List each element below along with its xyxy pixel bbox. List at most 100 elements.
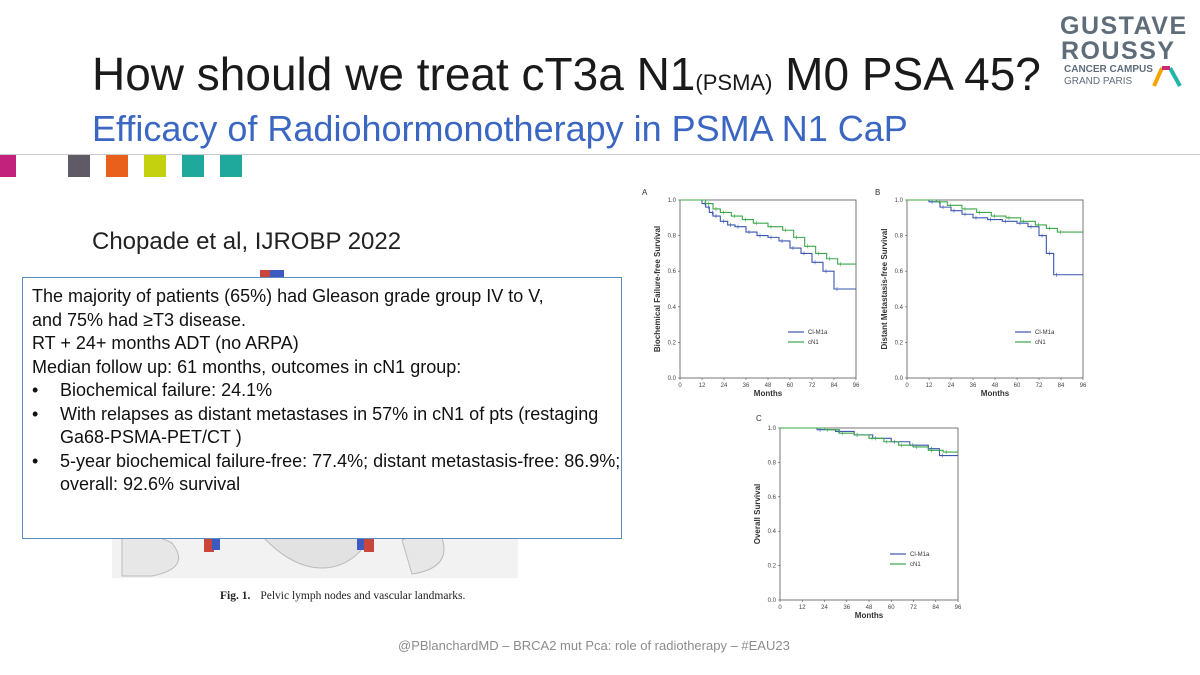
bullet-marker: • xyxy=(32,403,39,424)
km-curve-cn1 xyxy=(680,199,856,265)
logo-line-2: ROUSSY xyxy=(1061,37,1176,65)
title-divider xyxy=(0,154,1200,155)
pelvic-lymph-node-figure xyxy=(112,270,518,578)
x-tick-label: 48 xyxy=(866,605,873,611)
km-panel-a: A 0 12 24 36 48 60 72 84 96 0.0 0.2 0.4 0.6 0.8 1.0 Mont… xyxy=(642,188,860,398)
x-tick-label: 12 xyxy=(799,605,806,611)
x-tick-label: 48 xyxy=(765,383,772,389)
x-tick-label: 72 xyxy=(910,605,917,611)
bullet-marker: • xyxy=(32,450,39,471)
bullet-text: With relapses as distant metastases in 5… xyxy=(60,403,599,448)
x-tick-label: 84 xyxy=(831,383,838,389)
figure-caption-text: Pelvic lymph nodes and vascular landmark… xyxy=(260,590,466,602)
title-end: M0 PSA 45? xyxy=(772,48,1041,100)
x-axis-label: Months xyxy=(855,611,884,620)
accent-square-1 xyxy=(0,155,16,177)
km-curve-cl-m1a xyxy=(907,199,1083,276)
slide-title: How should we treat cT3a N1(PSMA) M0 PSA… xyxy=(92,46,1041,111)
x-tick-label: 84 xyxy=(932,605,939,611)
x-axis-label: Months xyxy=(981,389,1010,398)
y-tick-label: 0.2 xyxy=(668,340,677,346)
x-tick-label: 0 xyxy=(778,605,782,611)
x-tick-label: 0 xyxy=(678,383,682,389)
y-tick-label: 0.2 xyxy=(895,340,904,346)
y-axis-label: Overall Survival xyxy=(754,484,762,544)
bullet-text: Biochemical failure: 24.1% xyxy=(60,380,273,400)
text-line: The majority of patients (65%) had Gleas… xyxy=(32,286,544,306)
x-tick-label: 72 xyxy=(809,383,816,389)
x-tick-label: 0 xyxy=(905,383,909,389)
km-curve-cn1 xyxy=(907,199,1083,233)
bullet-item: • 5-year biochemical failure-free: 77.4%;… xyxy=(32,450,621,497)
bullet-item: • With relapses as distant metastases in … xyxy=(32,403,621,450)
km-curve-cl-m1a xyxy=(680,199,856,290)
y-axis-label: Distant Metastasis-free Survival xyxy=(880,229,889,350)
y-tick-label: 0.8 xyxy=(668,234,677,240)
slide-footer: @PBlanchardMD – BRCA2 mut Pca: role of r… xyxy=(398,638,790,653)
bullet-marker: • xyxy=(32,380,39,400)
panel-label: A xyxy=(642,188,648,197)
x-tick-label: 72 xyxy=(1036,383,1043,389)
y-tick-label: 1.0 xyxy=(668,198,677,204)
legend-label: cN1 xyxy=(910,562,921,568)
y-tick-label: 0.4 xyxy=(668,305,677,311)
logo-line-4: GRAND PARIS xyxy=(1064,76,1133,87)
x-tick-label: 60 xyxy=(787,383,794,389)
x-tick-label: 96 xyxy=(955,605,962,611)
y-tick-label: 0.4 xyxy=(895,305,904,311)
x-tick-label: 36 xyxy=(970,383,977,389)
legend-label: cN1 xyxy=(1035,340,1046,346)
km-panel-c: C 0 12 24 36 48 60 72 84 96 0.0 0.2 0.4 0.6 0.8 1.0 Mont… xyxy=(754,414,962,620)
legend-label: Cl-M1a xyxy=(808,330,828,336)
y-tick-label: 0.4 xyxy=(768,529,777,535)
y-tick-label: 0.6 xyxy=(668,269,677,275)
text-line: and 75% had ≥T3 disease. xyxy=(32,309,247,330)
y-tick-label: 0.2 xyxy=(768,564,777,570)
km-panel-b: B 0 12 24 36 48 60 72 84 96 0.0 0.2 0.4 0.6 0.8 1.0 Mont… xyxy=(875,188,1087,398)
x-tick-label: 96 xyxy=(853,383,860,389)
legend-label: Cl-M1a xyxy=(910,552,930,558)
panel-label: B xyxy=(875,188,880,197)
accent-square-5 xyxy=(182,155,204,177)
legend-label: cN1 xyxy=(808,340,819,346)
y-tick-label: 0.6 xyxy=(895,269,904,275)
logo-line-1: GUSTAVE xyxy=(1060,12,1188,40)
accent-square-3 xyxy=(106,155,128,177)
x-tick-label: 60 xyxy=(1014,383,1021,389)
y-tick-label: 0.8 xyxy=(768,460,777,466)
legend-label: Cl-M1a xyxy=(1035,330,1055,336)
accent-square-2 xyxy=(68,155,90,177)
x-tick-label: 36 xyxy=(743,383,750,389)
x-tick-label: 48 xyxy=(992,383,999,389)
y-tick-label: 1.0 xyxy=(768,426,777,432)
x-tick-label: 12 xyxy=(926,383,933,389)
x-axis-label: Months xyxy=(754,389,783,398)
x-tick-label: 96 xyxy=(1080,383,1087,389)
text-line: Median follow up: 61 months, outcomes in… xyxy=(32,356,462,377)
accent-square-4 xyxy=(144,155,166,177)
slide-subtitle: Efficacy of Radiohormonotherapy in PSMA … xyxy=(92,108,908,149)
gustave-roussy-logo xyxy=(1055,8,1195,98)
plot-frame xyxy=(779,427,959,601)
x-tick-label: 24 xyxy=(721,383,728,389)
y-tick-label: 0.0 xyxy=(668,376,677,382)
y-tick-label: 0.6 xyxy=(768,495,777,501)
panel-label: C xyxy=(756,414,762,423)
accent-square-6 xyxy=(220,155,242,177)
y-tick-label: 1.0 xyxy=(895,198,904,204)
x-tick-label: 12 xyxy=(699,383,706,389)
y-tick-label: 0.0 xyxy=(895,376,904,382)
logo-line-3: CANCER CAMPUS xyxy=(1064,64,1153,75)
y-tick-label: 0.8 xyxy=(895,234,904,240)
y-tick-label: 0.0 xyxy=(768,598,777,604)
key-findings-textbox: The majority of patients (65%) had Gleas… xyxy=(22,277,622,539)
x-tick-label: 24 xyxy=(948,383,955,389)
x-tick-label: 36 xyxy=(843,605,850,611)
title-sub: (PSMA) xyxy=(695,70,773,95)
bullet-item: • Biochemical failure: 24.1% xyxy=(32,379,621,403)
x-tick-label: 60 xyxy=(888,605,895,611)
logo-mark-icon xyxy=(1152,66,1182,87)
text-line: RT + 24+ months ADT (no ARPA) xyxy=(32,333,299,353)
y-axis-label: Biochemical Failure-free Survival xyxy=(653,226,662,352)
km-curve-cn1 xyxy=(780,427,958,453)
